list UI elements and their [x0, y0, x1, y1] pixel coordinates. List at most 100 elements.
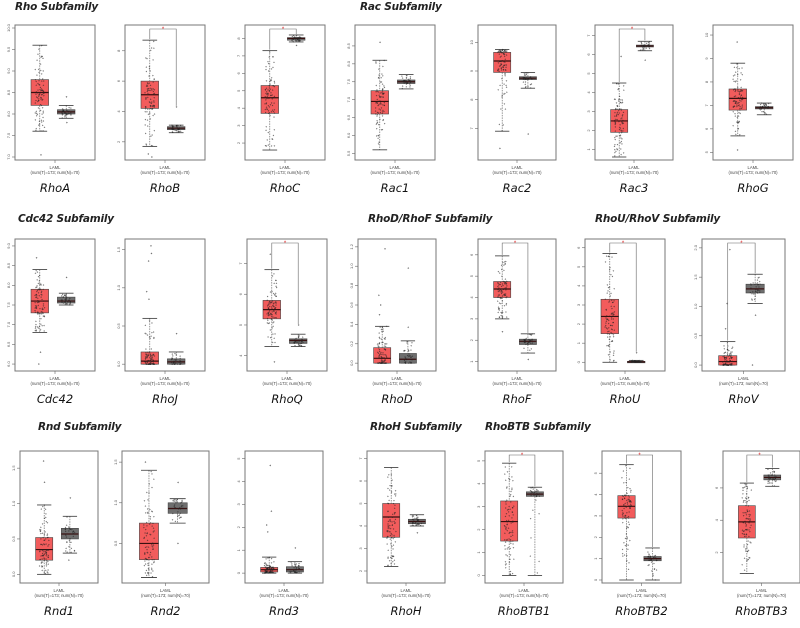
y-tick-label: 4 [714, 518, 719, 521]
data-point [151, 89, 153, 91]
data-point [42, 544, 44, 546]
data-point [44, 573, 47, 575]
data-point [70, 107, 72, 109]
data-point [613, 350, 615, 352]
data-point [504, 108, 507, 110]
data-point [153, 97, 155, 99]
data-point [177, 125, 179, 127]
data-point [45, 551, 47, 554]
data-point [144, 572, 147, 574]
data-point [381, 73, 383, 75]
data-point [532, 486, 534, 489]
data-point [43, 549, 45, 551]
data-point [151, 134, 153, 136]
data-point [617, 88, 620, 90]
data-point [748, 557, 750, 559]
y-tick-label: 4 [236, 106, 241, 109]
data-point [497, 311, 499, 314]
data-point [40, 69, 42, 72]
data-point [40, 94, 43, 96]
data-point [264, 569, 267, 571]
data-point [175, 125, 178, 127]
data-point [272, 97, 274, 99]
boxplot-rac1: 5.56.06.57.07.58.08.5 [346, 24, 436, 163]
data-point [411, 355, 413, 357]
data-point [405, 77, 408, 79]
y-tick-label: 8.5 [346, 42, 351, 48]
data-point [759, 109, 762, 111]
y-tick-label: 7 [704, 104, 709, 107]
data-point [153, 530, 155, 532]
data-point [392, 544, 395, 546]
panel-cdc42: 6.0 6.5 7.0 7.5 8.0 8.5 9.0 LAML (num(T)=173; nu… [1, 238, 96, 416]
data-point [380, 328, 383, 330]
data-point [152, 74, 154, 77]
data-point [504, 261, 506, 263]
data-point [171, 353, 173, 355]
iqr-box [370, 90, 389, 115]
data-point [529, 76, 531, 79]
data-point [267, 336, 269, 338]
data-point [739, 90, 742, 93]
data-point [378, 141, 380, 143]
x-axis-label: LAML (num(T)=173; num(N)=70) [245, 588, 323, 598]
data-point [739, 112, 741, 115]
data-point [145, 348, 147, 350]
data-point [531, 339, 533, 341]
data-point [153, 478, 155, 480]
outlier-point [501, 330, 504, 333]
bracket-line [269, 28, 297, 50]
data-point [508, 561, 511, 563]
data-point [500, 297, 503, 299]
data-point [411, 516, 414, 518]
data-point [43, 307, 46, 309]
data-point [538, 493, 540, 495]
y-tick-label: 9 [704, 57, 709, 60]
data-point [530, 76, 532, 78]
data-point [43, 539, 45, 541]
gene-name-rhov: RhoV [728, 392, 759, 406]
data-point [375, 61, 377, 63]
data-point [39, 274, 41, 277]
data-point [301, 340, 303, 343]
data-point [375, 102, 377, 104]
data-point [36, 74, 38, 76]
sample-count-label: (num(T)=173; num(N)=70) [262, 381, 312, 386]
data-point [632, 361, 634, 363]
data-point [505, 260, 507, 263]
data-point [737, 104, 739, 107]
data-point [380, 103, 382, 105]
data-point [749, 531, 751, 533]
data-point [389, 489, 391, 491]
data-point [726, 353, 729, 355]
data-point [498, 53, 500, 55]
data-point [621, 498, 624, 501]
y-tick-label: 6.5 [346, 114, 351, 120]
data-point [266, 299, 268, 301]
data-point [497, 270, 500, 273]
data-point [292, 39, 294, 41]
data-point [404, 362, 407, 364]
data-point [269, 301, 272, 303]
data-point [271, 290, 273, 293]
y-tick-label: 4 [576, 284, 581, 287]
data-point [619, 101, 621, 104]
data-point [743, 535, 746, 538]
data-point [384, 336, 386, 339]
data-point [269, 305, 271, 308]
outlier-point [265, 524, 268, 526]
data-point [272, 316, 274, 318]
data-point [501, 94, 503, 96]
data-point [267, 557, 269, 559]
y-tick-label: 3 [476, 505, 481, 508]
data-point [266, 317, 269, 320]
data-point [293, 567, 295, 569]
data-point [36, 279, 38, 281]
data-point [511, 476, 513, 478]
data-point [625, 515, 627, 517]
data-point [378, 74, 380, 76]
data-point [748, 518, 750, 520]
data-point [391, 545, 393, 548]
